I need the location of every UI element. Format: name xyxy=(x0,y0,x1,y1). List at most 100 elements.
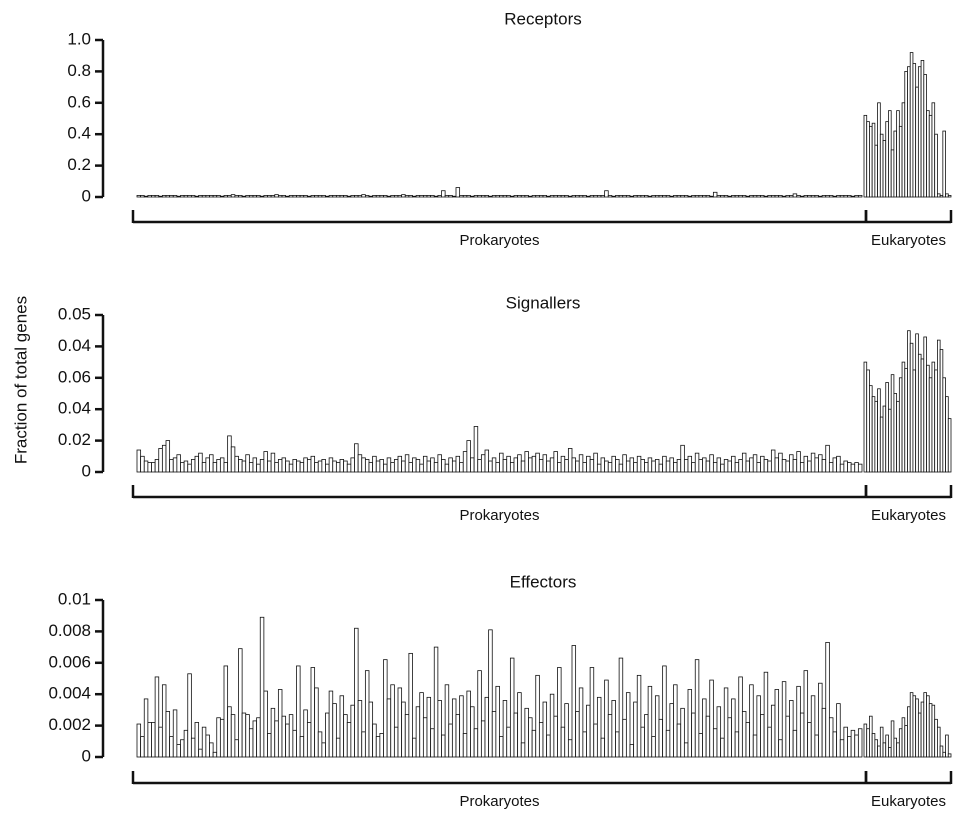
bar xyxy=(596,696,602,758)
bar xyxy=(928,377,933,473)
y-tick-label: 0.4 xyxy=(67,124,91,143)
bar xyxy=(564,195,569,198)
bar xyxy=(383,195,388,198)
bar xyxy=(828,195,834,198)
bar xyxy=(763,195,769,198)
bar xyxy=(180,195,185,198)
bar xyxy=(687,195,693,198)
bar xyxy=(513,195,519,198)
bar xyxy=(462,733,468,758)
bar xyxy=(517,454,522,473)
bar xyxy=(455,714,461,758)
bar xyxy=(928,703,933,758)
bar xyxy=(520,742,526,758)
bar xyxy=(430,195,435,198)
bar xyxy=(433,195,439,198)
bar xyxy=(277,195,283,198)
bar xyxy=(183,729,189,758)
bar xyxy=(909,692,914,758)
bar xyxy=(346,195,352,198)
bar xyxy=(593,723,598,758)
bar xyxy=(183,460,189,473)
bar xyxy=(915,86,919,198)
bar xyxy=(477,459,482,473)
bar xyxy=(364,670,370,758)
bar xyxy=(832,457,838,473)
bar xyxy=(542,701,548,758)
bar xyxy=(147,462,152,473)
bar xyxy=(712,728,718,758)
bar xyxy=(615,459,620,473)
bar xyxy=(470,457,475,473)
bar xyxy=(907,66,911,198)
bar xyxy=(832,731,838,758)
bar xyxy=(350,195,355,198)
group-label: Eukaryotes xyxy=(871,507,946,524)
bar xyxy=(874,144,878,198)
bar xyxy=(931,102,936,198)
bar xyxy=(270,195,276,198)
bar xyxy=(441,190,446,198)
bar xyxy=(499,452,504,473)
bar xyxy=(430,457,435,473)
bar xyxy=(738,676,743,758)
bar xyxy=(415,706,421,758)
bar xyxy=(274,194,279,198)
bar xyxy=(553,195,558,198)
bar xyxy=(818,195,823,198)
bar xyxy=(756,195,761,198)
bar xyxy=(898,125,903,198)
bar xyxy=(321,742,326,758)
bar xyxy=(488,460,493,473)
bar xyxy=(509,657,515,758)
bar xyxy=(151,462,156,473)
bar xyxy=(325,463,330,473)
bar xyxy=(190,737,196,758)
bar xyxy=(636,455,642,473)
bar xyxy=(357,700,363,758)
bar xyxy=(781,195,787,198)
bar xyxy=(847,736,852,758)
bar xyxy=(843,195,848,198)
bar xyxy=(161,195,167,198)
bar xyxy=(778,739,783,758)
bar xyxy=(618,463,624,473)
bar xyxy=(814,457,819,473)
bar xyxy=(339,459,345,473)
bar xyxy=(343,714,348,758)
bar xyxy=(169,195,174,198)
bar xyxy=(857,728,863,758)
bar xyxy=(882,742,887,758)
bar xyxy=(785,715,790,758)
bar xyxy=(415,459,421,473)
bar xyxy=(397,455,403,473)
bar xyxy=(205,734,210,758)
bar xyxy=(459,462,464,473)
bar xyxy=(462,451,468,473)
bar xyxy=(767,460,772,473)
bar xyxy=(839,195,845,198)
bar xyxy=(176,195,181,198)
bar xyxy=(354,443,359,473)
bar xyxy=(379,733,384,758)
bar xyxy=(799,195,805,198)
bar xyxy=(893,737,898,758)
bar xyxy=(223,195,229,198)
y-tick-label: 0 xyxy=(82,186,91,205)
bar xyxy=(698,733,703,758)
bar xyxy=(676,723,682,758)
bar xyxy=(593,452,598,473)
bar xyxy=(752,195,758,198)
bar xyxy=(571,195,577,198)
bar xyxy=(741,452,747,473)
bar xyxy=(582,462,587,473)
bar xyxy=(350,457,355,473)
bar xyxy=(890,149,895,198)
bar xyxy=(495,462,500,473)
bar xyxy=(172,457,178,473)
bar xyxy=(517,195,522,198)
bar xyxy=(888,747,892,758)
bar xyxy=(375,195,381,198)
bar xyxy=(165,440,171,473)
group-label: Prokaryotes xyxy=(459,793,539,810)
